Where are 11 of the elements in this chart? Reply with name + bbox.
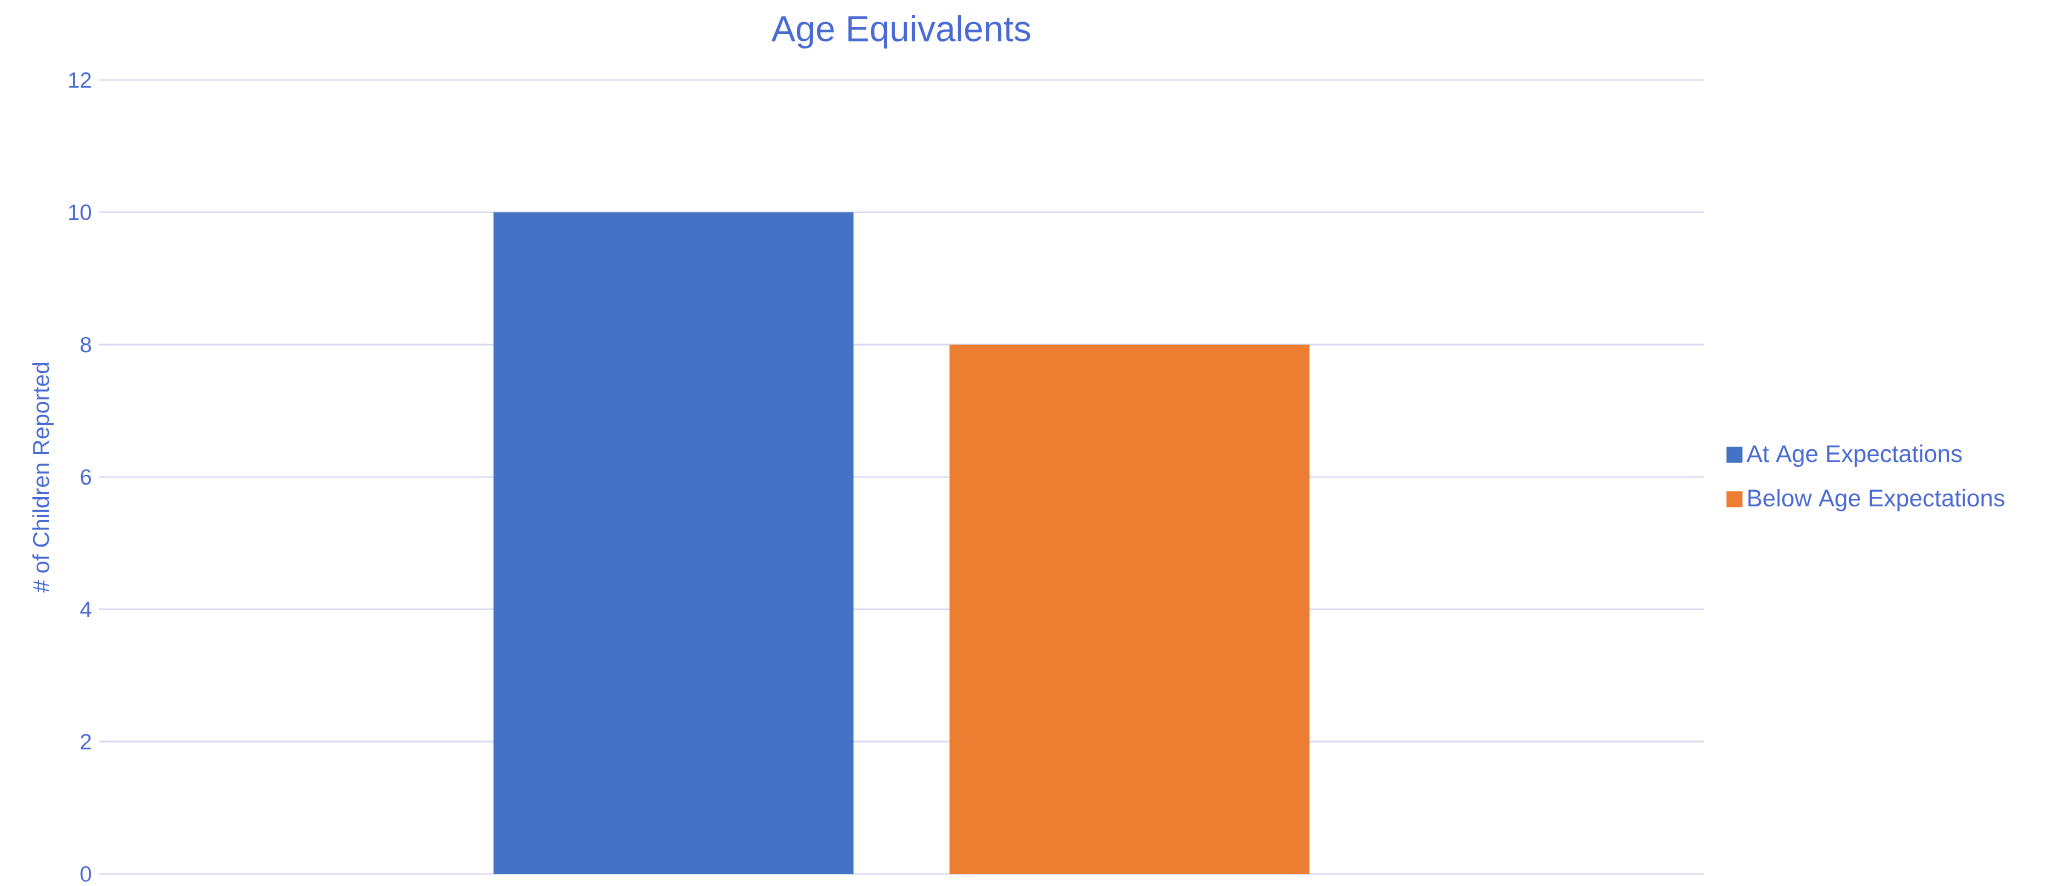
y-tick-label: 4 xyxy=(80,601,92,617)
y-tick-label: 12 xyxy=(69,72,91,88)
y-tick-label: 2 xyxy=(80,733,91,750)
chart-title: Age Equivalents xyxy=(771,15,1031,49)
y-axis-title: # of Children Reported xyxy=(32,362,54,593)
y-tick-label: 10 xyxy=(69,204,92,221)
legend-label: Below Age Expectations xyxy=(1748,489,2005,512)
y-tick-label: 0 xyxy=(80,866,92,882)
legend-label: At Age Expectations xyxy=(1746,444,1962,467)
y-tick-label: 8 xyxy=(80,336,91,353)
y-tick-label: 6 xyxy=(80,469,91,485)
